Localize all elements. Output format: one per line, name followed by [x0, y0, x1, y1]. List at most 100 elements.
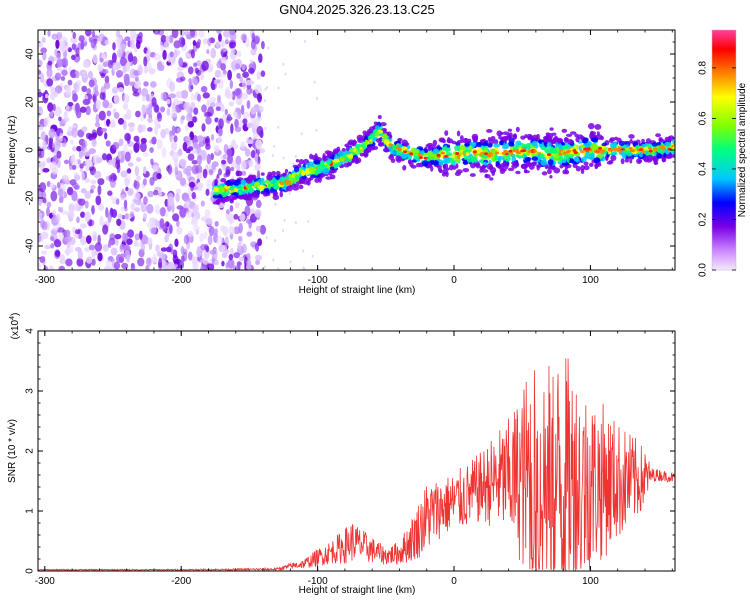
spectrogram-signal-cell: [539, 153, 544, 159]
spectrogram-signal-cell: [587, 122, 595, 130]
spectrogram-signal-cell: [252, 192, 258, 197]
chart-title: GN04.2025.326.23.13.C25: [279, 2, 434, 17]
spectrogram-noise-cell: [200, 149, 208, 161]
spectrogram-noise-cell: [46, 67, 53, 78]
spectrogram-noise-cell: [217, 127, 223, 137]
spectrogram-noise-cell: [246, 122, 253, 129]
spectrogram-signal-cell: [484, 173, 488, 178]
spectrogram-noise-cell: [118, 138, 124, 147]
spectrogram-noise-cell: [46, 78, 54, 87]
spectrogram-signal-cell: [413, 155, 420, 160]
spectrogram-xtick-label: -300: [35, 275, 55, 286]
spectrogram-noise-cell: [48, 128, 56, 139]
spectrogram-noise-cell: [85, 151, 91, 157]
spectrogram-noise-cell: [109, 233, 116, 241]
spectrogram-noise-cell: [221, 57, 227, 66]
spectrogram-noise-cell: [120, 194, 126, 201]
spectrogram-noise-cell: [143, 56, 148, 67]
spectrogram-noise-cell: [259, 224, 267, 235]
spectrogram-noise-cell: [81, 150, 86, 157]
spectrogram-noise-cell: [154, 104, 160, 113]
spectrogram-noise-cell: [185, 135, 191, 142]
spectrogram-noise-cell: [214, 259, 219, 266]
spectrogram-signal-cell: [493, 139, 499, 145]
spectrogram-noise-cell: [152, 171, 159, 182]
spectrogram-noise-cell: [263, 265, 266, 269]
spectrogram-noise-cell: [59, 254, 66, 265]
spectrogram-noise-cell: [207, 235, 213, 246]
spectrogram-noise-cell: [87, 71, 94, 79]
spectrogram-signal-cell: [395, 155, 401, 162]
spectrogram-noise-cell: [69, 245, 74, 253]
spectrogram-noise-cell: [196, 247, 202, 258]
spectrogram-signal-cell: [499, 168, 506, 174]
spectrogram-noise-cell: [231, 47, 236, 56]
spectrogram-noise-cell: [229, 248, 234, 255]
spectrogram-signal-cell: [520, 135, 526, 140]
spectrogram-noise-cell: [216, 136, 223, 144]
spectrogram-noise-cell: [52, 103, 56, 112]
spectrogram-signal-cell: [564, 145, 570, 150]
spectrogram-peak-cell: [598, 146, 603, 150]
spectrogram-noise-cell: [99, 57, 104, 63]
spectrogram-signal-cell: [463, 148, 471, 155]
spectrogram-noise-cell: [38, 233, 42, 243]
spectrogram-noise-cell: [42, 197, 47, 204]
spectrogram-signal-cell: [311, 154, 317, 161]
spectrogram-noise-cell: [60, 36, 68, 45]
spectrogram-noise-cell: [154, 125, 159, 136]
spectrogram-noise-cell: [111, 52, 117, 63]
spectrogram-noise-cell: [226, 148, 233, 157]
spectrogram-noise-cell: [134, 200, 143, 206]
spectrogram-noise-cell: [49, 161, 58, 172]
spectrogram-noise-cell: [222, 30, 231, 38]
spectrogram-signal-cell: [499, 140, 504, 146]
spectrogram-noise-cell: [227, 259, 235, 269]
spectrogram-noise-cell: [166, 98, 171, 105]
spectrogram-noise-cell: [191, 164, 199, 175]
spectrogram-noise-cell: [106, 110, 112, 117]
spectrogram-noise-cell: [91, 205, 95, 215]
spectrogram-noise-cell: [129, 39, 135, 49]
spectrogram-noise-cell: [174, 238, 179, 248]
spectrogram-noise-cell: [120, 206, 125, 212]
spectrogram-noise-cell: [115, 30, 121, 39]
spectrogram-noise-cell: [85, 132, 92, 140]
spectrogram-peak-cell: [409, 152, 414, 156]
spectrogram-noise-cell: [185, 210, 193, 219]
spectrogram-noise-cell: [52, 226, 59, 232]
spectrogram-noise-cell: [77, 159, 81, 165]
spectrogram-noise-cell: [152, 30, 161, 35]
spectrogram-noise-cell: [165, 246, 172, 253]
spectrogram-noise-cell: [242, 71, 250, 78]
spectrogram-noise-cell: [255, 139, 263, 150]
spectrogram-noise-cell: [187, 66, 194, 75]
spectrogram-noise-cell: [84, 211, 92, 222]
spectrogram-noise-cell: [38, 199, 42, 207]
spectrogram-noise-cell: [149, 147, 154, 153]
spectrogram-noise-cell: [196, 93, 201, 102]
spectrogram-signal-cell: [410, 164, 417, 169]
spectrogram-noise-cell: [188, 181, 196, 188]
spectrogram-signal-cell: [554, 135, 558, 140]
spectrogram-noise-cell: [58, 195, 64, 204]
spectrogram-noise-cell: [99, 91, 105, 100]
spectrogram-noise-cell: [198, 30, 205, 38]
spectrogram-peak-cell: [418, 156, 423, 160]
spectrogram-signal-cell: [531, 134, 539, 141]
spectrogram-noise-cell: [256, 71, 261, 80]
spectrogram-noise-cell: [204, 208, 211, 218]
spectrogram-signal-cell: [655, 133, 661, 138]
spectrogram-signal-cell: [487, 137, 492, 142]
spectrogram-signal-cell: [353, 156, 358, 163]
spectrogram-noise-cell: [71, 127, 78, 138]
spectrogram-noise-cell: [94, 250, 99, 256]
spectrogram-peak-cell: [440, 151, 445, 155]
spectrogram-signal-cell: [671, 154, 675, 158]
spectrogram-signal-cell: [625, 144, 629, 148]
spectrogram-signal-cell: [304, 170, 311, 175]
spectrogram-noise-cell: [150, 158, 154, 166]
spectrogram-signal-cell: [365, 131, 371, 137]
spectrogram-noise-cell: [50, 243, 55, 249]
spectrogram-noise-cell: [110, 247, 118, 256]
